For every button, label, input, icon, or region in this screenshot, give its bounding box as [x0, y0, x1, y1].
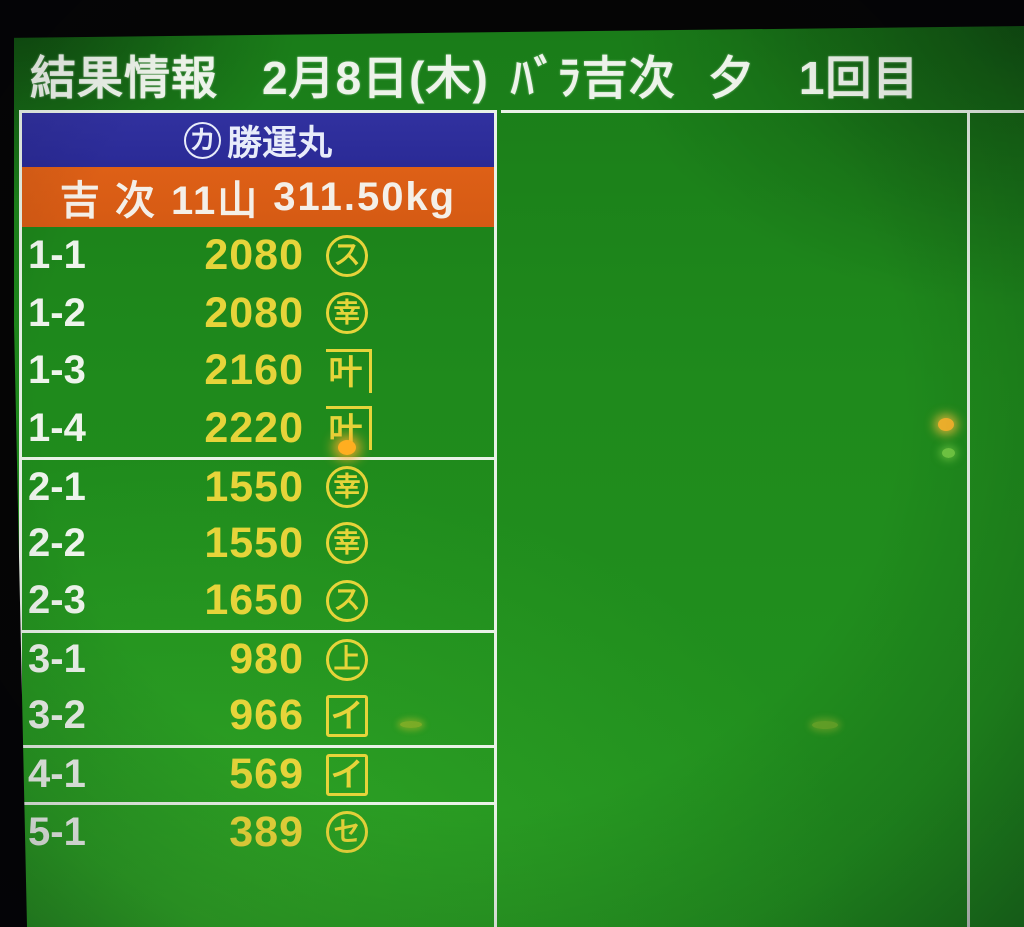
lot-species: 吉 次 — [59, 179, 157, 223]
buyer-mark-icon: 幸 — [326, 466, 368, 509]
price-value: 1550 — [204, 518, 304, 567]
table-row: 1-2 2080 幸 — [22, 285, 494, 343]
lot-number-label: 1-2 — [28, 290, 86, 335]
lot-number-label: 1-4 — [28, 405, 86, 450]
lot-summary-banner: 吉 次 11山 311.50kg — [22, 167, 494, 227]
lot-number-label: 1-1 — [28, 233, 86, 278]
table-row: 1-1 2080 ス — [22, 227, 494, 285]
price-value: 1650 — [204, 576, 304, 625]
price-value: 569 — [229, 750, 304, 799]
buyer-mark-icon: セ — [326, 811, 368, 854]
boat-mark-icon: カ — [183, 121, 221, 159]
lot-weight: 311.50kg — [273, 174, 457, 219]
lot-number-label: 2-2 — [28, 520, 86, 565]
price-value: 980 — [229, 635, 304, 684]
buyer-mark-icon: イ — [326, 753, 368, 796]
table-row: 3-1 980 上 — [22, 629, 494, 688]
table-row: 2-3 1650 ス — [22, 572, 494, 630]
buyer-mark-icon: イ — [326, 694, 368, 737]
header-session: 夕 — [707, 52, 755, 104]
page-title: 結果情報 — [30, 52, 218, 104]
price-value: 2080 — [204, 288, 304, 337]
content-top-rule — [501, 110, 1024, 113]
boat-name-banner: カ 勝運丸 — [22, 113, 494, 167]
price-value: 966 — [229, 691, 304, 740]
buyer-mark-icon: ス — [326, 234, 368, 277]
buyer-mark-icon: 叶 — [326, 406, 372, 451]
price-value: 2220 — [204, 403, 304, 452]
lot-number-label: 3-1 — [28, 637, 86, 682]
price-value: 2080 — [204, 231, 304, 280]
boat-name: 勝運丸 — [226, 123, 332, 163]
buyer-mark-icon: 上 — [326, 638, 368, 681]
table-row: 3-2 966 イ — [22, 687, 494, 745]
table-row: 5-1 389 セ — [22, 802, 494, 860]
header-item: ﾊﾞﾗ吉次 — [510, 52, 676, 104]
header-date: 2月8日(木) — [262, 52, 489, 104]
price-value: 1550 — [204, 462, 304, 511]
results-rows: 1-1 2080 ス 1-2 2080 幸 1-3 2160 叶 1-4 222… — [22, 227, 494, 860]
lot-number-label: 2-3 — [28, 578, 86, 623]
table-row: 1-4 2220 叶 — [22, 400, 494, 458]
buyer-mark-icon: 幸 — [326, 522, 368, 565]
price-value: 2160 — [204, 346, 304, 395]
lot-piles: 11山 — [171, 179, 260, 223]
lot-number-label: 1-3 — [28, 348, 86, 393]
lot-number-label: 5-1 — [28, 809, 86, 854]
table-row: 2-1 1550 幸 — [22, 457, 494, 515]
table-row: 1-3 2160 叶 — [22, 342, 494, 400]
right-column-divider — [967, 110, 970, 927]
table-row: 4-1 569 イ — [22, 744, 494, 803]
header-round: 1回目 — [798, 52, 920, 104]
header-bar: 結果情報 2月8日(木) ﾊﾞﾗ吉次 夕 1回目 — [30, 44, 1020, 106]
buyer-mark-icon: ス — [326, 579, 368, 622]
lot-number-label: 4-1 — [28, 752, 86, 797]
lot-number-label: 2-1 — [28, 464, 86, 509]
buyer-mark-icon: 叶 — [326, 348, 372, 393]
buyer-mark-icon: 幸 — [326, 292, 368, 335]
results-table: カ 勝運丸 吉 次 11山 311.50kg 1-1 2080 ス 1-2 20… — [19, 110, 497, 927]
lot-number-label: 3-2 — [28, 693, 86, 738]
price-value: 389 — [229, 807, 304, 856]
table-row: 2-2 1550 幸 — [22, 515, 494, 573]
